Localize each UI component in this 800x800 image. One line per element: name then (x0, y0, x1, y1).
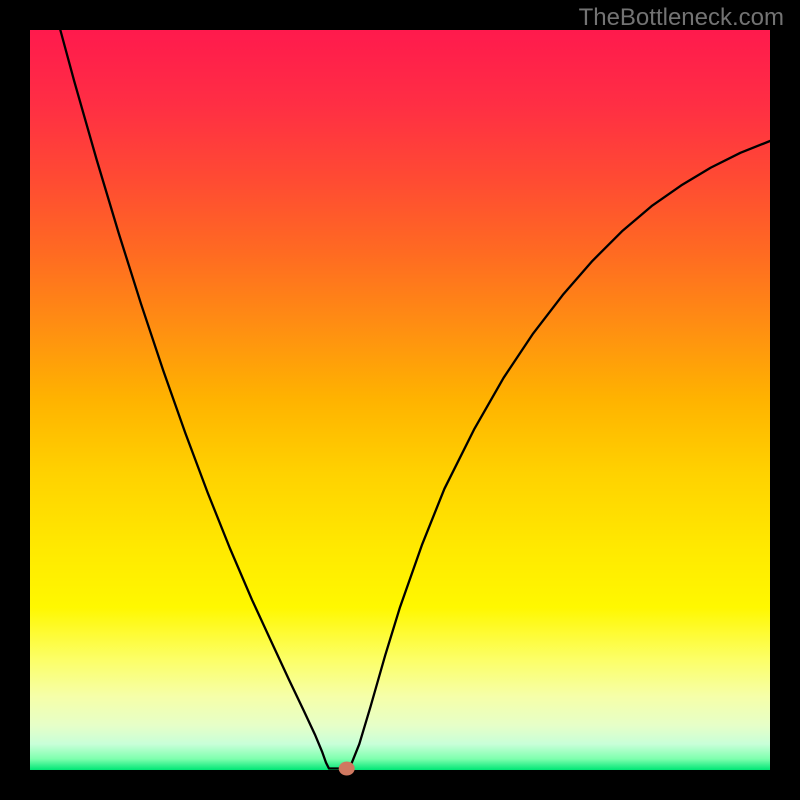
optimal-point-marker (339, 762, 355, 776)
curve-layer (0, 0, 800, 800)
bottleneck-curve (60, 30, 770, 769)
chart-canvas: TheBottleneck.com (0, 0, 800, 800)
watermark-text: TheBottleneck.com (579, 4, 784, 32)
